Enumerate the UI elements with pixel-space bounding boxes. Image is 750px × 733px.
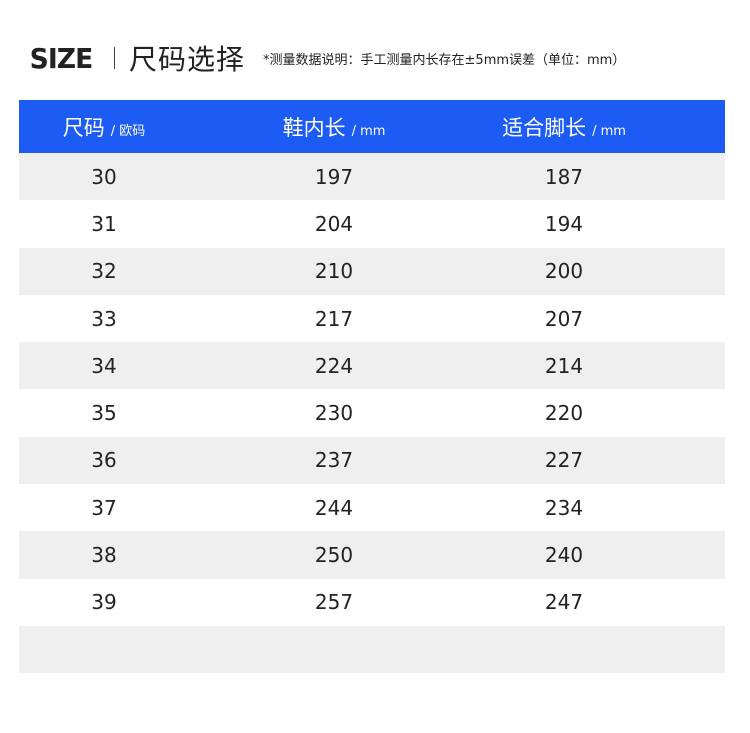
- cell: 35: [91, 401, 117, 426]
- cell: 39: [91, 590, 117, 615]
- cell: 227: [544, 448, 584, 473]
- cell: 207: [544, 306, 584, 331]
- empty-row: [19, 625, 725, 674]
- column-unit: / mm: [592, 123, 626, 139]
- header-cell: 适合脚长 / mm: [479, 112, 649, 142]
- cell: 250: [314, 543, 354, 568]
- table-row: 34 224 214: [19, 342, 725, 390]
- table-row: 38 250 240: [19, 531, 725, 579]
- cell: 194: [544, 211, 584, 236]
- logo: SIZE: [29, 41, 94, 75]
- table-row: 36 237 227: [19, 436, 725, 485]
- cell: 240: [544, 543, 584, 568]
- cell: 30: [91, 164, 117, 189]
- cell: 214: [544, 353, 584, 378]
- table-row: 35 230 220: [19, 389, 725, 436]
- cell: 220: [544, 401, 584, 426]
- table-row: 31 204 194: [19, 200, 725, 247]
- separator: [114, 47, 116, 69]
- cell: 204: [314, 211, 354, 236]
- header-cell: 鞋内长 / mm: [189, 112, 479, 142]
- header: SIZE 尺码选择 *测量数据说明：手工测量内长存在±5mm误差（单位：mm）: [28, 38, 626, 78]
- table-row: 33 217 207: [19, 295, 725, 342]
- table-header: 尺码 / 欧码 鞋内长 / mm 适合脚长 / mm: [19, 100, 725, 153]
- table-row: 39 257 247: [19, 579, 725, 626]
- column-name: 鞋内长: [282, 115, 346, 140]
- cell: 33: [91, 306, 117, 331]
- cell: 187: [544, 164, 584, 189]
- cell: 224: [314, 353, 354, 378]
- cell: 31: [91, 211, 117, 236]
- cell: 38: [91, 543, 117, 568]
- cell: 234: [544, 495, 584, 520]
- cell: 210: [314, 259, 354, 284]
- column-name: 适合脚长: [502, 115, 587, 140]
- cell: 197: [314, 164, 354, 189]
- column-unit: / 欧码: [110, 123, 146, 139]
- table-row: 37 244 234: [19, 484, 725, 531]
- table-row: 32 210 200: [19, 247, 725, 295]
- column-unit: / mm: [351, 123, 386, 139]
- cell: 244: [314, 495, 354, 520]
- column-name: 尺码: [62, 115, 105, 140]
- cell: 32: [91, 259, 117, 284]
- cell: 34: [91, 353, 117, 378]
- size-table: 尺码 / 欧码 鞋内长 / mm 适合脚长 / mm 30 197 187 31 204 194 32…: [19, 100, 725, 674]
- cell: 217: [314, 306, 354, 331]
- cell: 257: [314, 590, 354, 615]
- title: 尺码选择: [129, 43, 246, 76]
- cell: 237: [314, 448, 354, 473]
- cell: 37: [91, 495, 117, 520]
- cell: 200: [544, 259, 584, 284]
- cell: 247: [544, 590, 584, 615]
- cell: 230: [314, 401, 354, 426]
- note: *测量数据说明：手工测量内长存在±5mm误差（单位：mm）: [263, 52, 626, 68]
- header-cell: 尺码 / 欧码: [19, 112, 189, 142]
- cell: 36: [91, 448, 117, 473]
- table-row: 30 197 187: [19, 153, 725, 201]
